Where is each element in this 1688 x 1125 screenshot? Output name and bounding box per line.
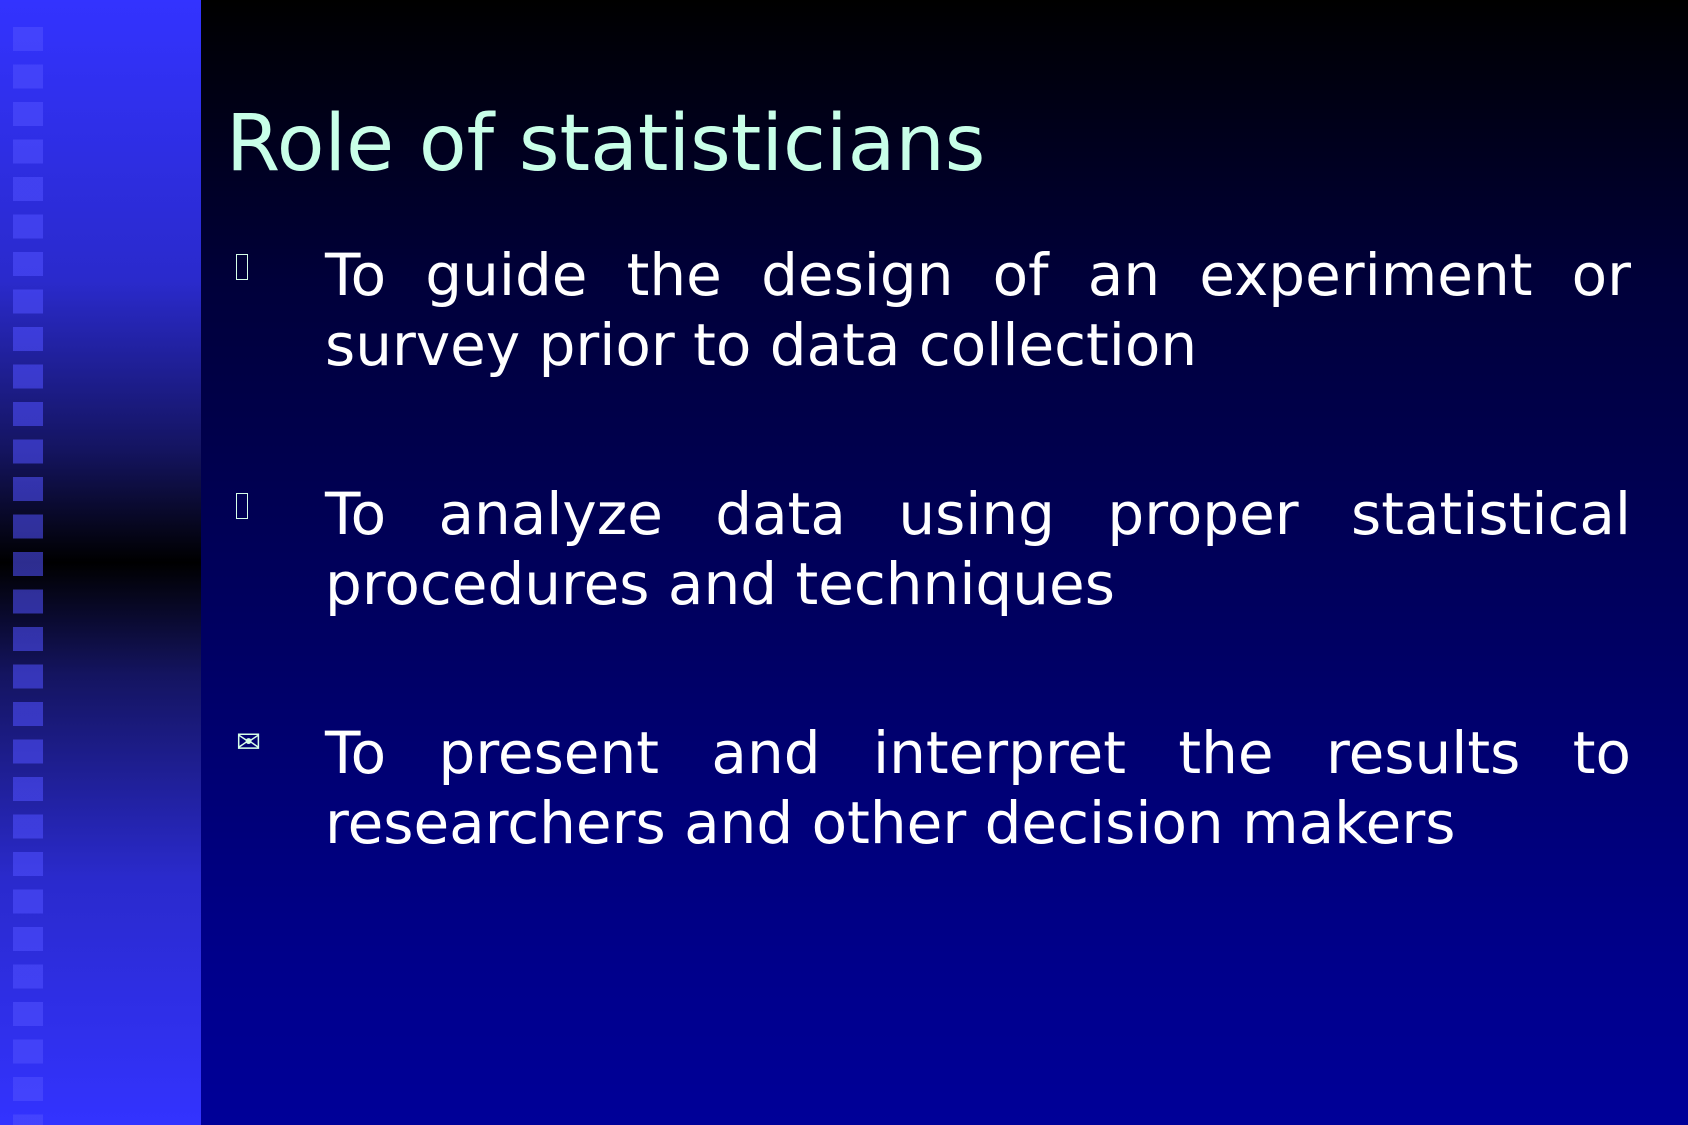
envelope-icon: ✉	[236, 725, 262, 760]
side-decor-band	[0, 0, 201, 1125]
square-pattern-decor	[13, 27, 43, 1125]
bullet-text-1: To guide the design of an experiment or …	[325, 241, 1631, 379]
bullet-text-3: To present and interpret the results to …	[325, 719, 1631, 857]
slide-title: Role of statisticians	[226, 99, 986, 189]
box-bullet-icon	[236, 493, 248, 519]
box-bullet-icon	[236, 254, 248, 280]
bullet-text-2: To analyze data using proper statistical…	[325, 480, 1631, 618]
